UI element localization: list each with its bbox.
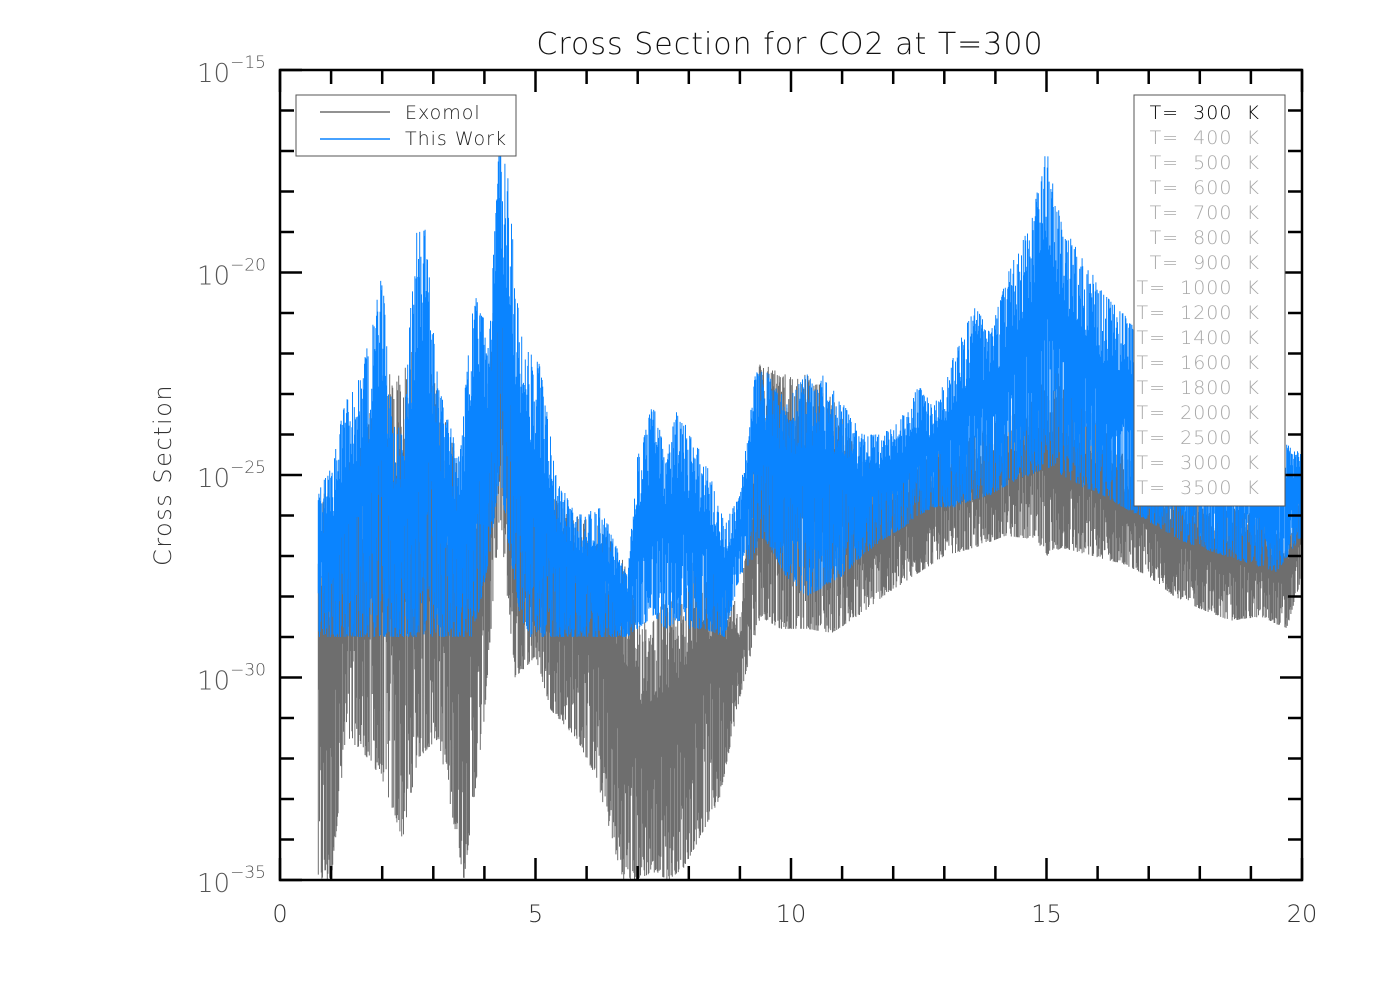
y-tick-base: 10 — [197, 59, 230, 89]
temperature-legend-box — [1133, 94, 1286, 507]
series-layer — [317, 132, 1302, 880]
y-tick-label: 10−30 — [197, 661, 266, 697]
temperature-legend-item: T= 3000 K — [1137, 452, 1261, 474]
temperature-legend-item: T= 500 K — [1150, 152, 1260, 174]
y-tick-label: 10−35 — [197, 863, 266, 899]
temperature-legend-item: T= 2000 K — [1137, 402, 1261, 424]
y-tick-base: 10 — [197, 667, 230, 697]
series-legend: Exomol This Work — [295, 94, 517, 157]
temperature-legend-item: T= 3500 K — [1137, 477, 1261, 499]
temperature-legend-item: T= 300 K — [1150, 102, 1260, 124]
y-tick-label: 10−25 — [197, 458, 266, 494]
temperature-legend-item: T= 1200 K — [1137, 302, 1261, 324]
temperature-legend-item: T= 400 K — [1150, 127, 1260, 149]
y-tick-exponent: −35 — [230, 863, 266, 883]
x-tick-label: 0 — [272, 900, 287, 928]
y-tick-label: 10−20 — [197, 256, 266, 292]
y-tick-exponent: −25 — [230, 458, 266, 478]
temperature-legend-item: T= 1000 K — [1137, 277, 1261, 299]
temperature-legend-item: T= 1600 K — [1137, 352, 1261, 374]
x-tick-label: 5 — [528, 900, 543, 928]
y-axis-label: Cross Section — [149, 384, 177, 566]
temperature-legend-item: T= 700 K — [1150, 202, 1260, 224]
series-legend-box — [295, 94, 517, 157]
x-tick-label: 10 — [776, 900, 807, 928]
y-tick-exponent: −15 — [230, 53, 266, 73]
chart-title: Cross Section for CO2 at T=300 — [536, 27, 1043, 62]
temperature-legend: T= 300 K T= 400 K T= 500 K T= 600 K T= 700 K… — [1133, 94, 1286, 507]
temperature-legend-item: T= 900 K — [1150, 252, 1260, 274]
y-tick-exponent: −20 — [230, 256, 266, 276]
y-tick-label: 10−15 — [197, 53, 266, 89]
legend-label-this-work: This Work — [405, 128, 507, 150]
temperature-legend-item: T= 1800 K — [1137, 377, 1261, 399]
x-tick-label: 15 — [1031, 900, 1062, 928]
x-tick-label: 20 — [1287, 900, 1318, 928]
temperature-legend-item: T= 800 K — [1150, 227, 1260, 249]
temperature-legend-item: T= 600 K — [1150, 177, 1260, 199]
legend-label-exomol: Exomol — [405, 102, 481, 124]
y-tick-base: 10 — [197, 464, 230, 494]
temperature-legend-item: T= 1400 K — [1137, 327, 1261, 349]
temperature-legend-item: T= 2500 K — [1137, 427, 1261, 449]
y-tick-base: 10 — [197, 262, 230, 292]
y-tick-base: 10 — [197, 869, 230, 899]
y-tick-exponent: −30 — [230, 661, 266, 681]
